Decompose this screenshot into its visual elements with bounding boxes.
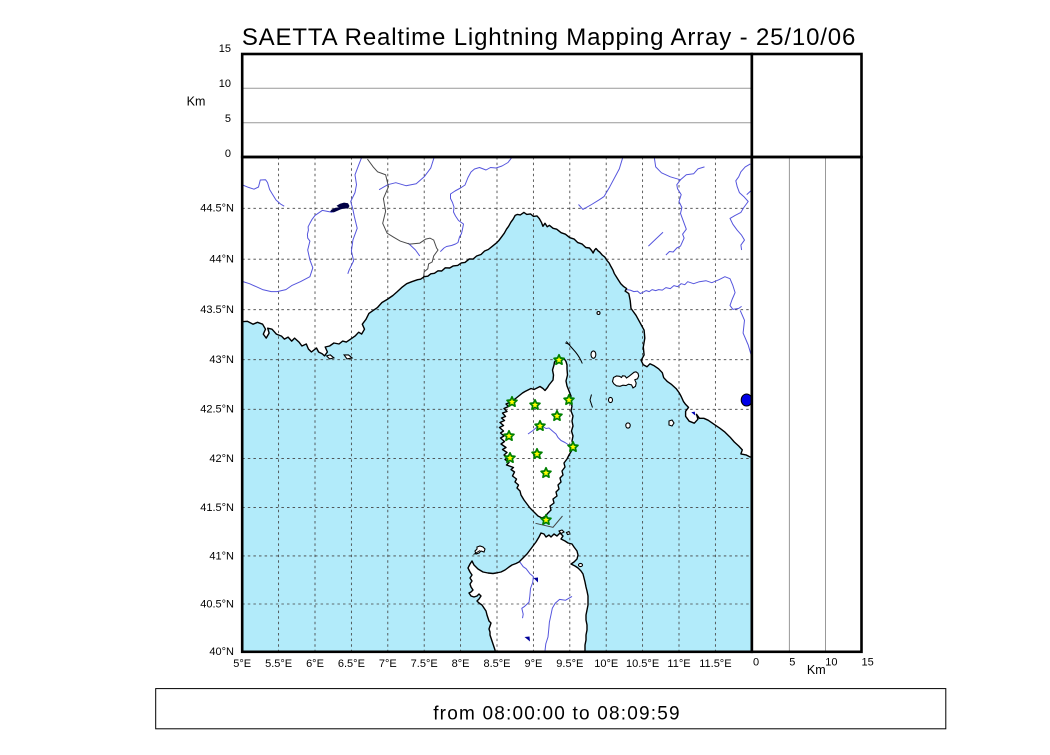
svg-text:44°N: 44°N	[209, 254, 234, 266]
svg-text:15: 15	[862, 657, 874, 669]
svg-text:5: 5	[225, 113, 231, 125]
svg-text:41.5°N: 41.5°N	[200, 502, 234, 514]
svg-text:SAETTA Realtime Lightning Mapp: SAETTA Realtime Lightning Mapping Array …	[242, 24, 856, 51]
svg-text:from 08:00:00 to 08:09:59: from 08:00:00 to 08:09:59	[433, 703, 681, 724]
svg-text:6.5°E: 6.5°E	[338, 658, 365, 670]
svg-text:5: 5	[789, 657, 795, 669]
svg-text:10: 10	[825, 657, 837, 669]
svg-text:40°N: 40°N	[209, 646, 234, 658]
svg-text:15: 15	[219, 43, 231, 55]
svg-text:8.5°E: 8.5°E	[483, 658, 510, 670]
svg-text:5°E: 5°E	[233, 658, 251, 670]
svg-text:10°E: 10°E	[594, 658, 618, 670]
svg-text:43.5°N: 43.5°N	[200, 304, 234, 316]
svg-text:10.5°E: 10.5°E	[626, 658, 659, 670]
svg-text:41°N: 41°N	[209, 550, 234, 562]
svg-text:40.5°N: 40.5°N	[200, 598, 234, 610]
svg-text:Km: Km	[807, 663, 826, 677]
svg-text:9.5°E: 9.5°E	[556, 658, 583, 670]
svg-text:42.5°N: 42.5°N	[200, 404, 234, 416]
svg-text:43°N: 43°N	[209, 354, 234, 366]
svg-text:7.5°E: 7.5°E	[411, 658, 438, 670]
svg-text:10: 10	[219, 78, 231, 90]
svg-text:0: 0	[753, 657, 759, 669]
svg-text:8°E: 8°E	[452, 658, 470, 670]
svg-text:11°E: 11°E	[667, 658, 690, 670]
svg-text:0: 0	[225, 148, 231, 160]
svg-text:5.5°E: 5.5°E	[265, 658, 292, 670]
svg-text:9°E: 9°E	[524, 658, 542, 670]
svg-text:44.5°N: 44.5°N	[200, 203, 234, 215]
svg-text:6°E: 6°E	[306, 658, 324, 670]
svg-text:Km: Km	[187, 95, 206, 109]
svg-text:7°E: 7°E	[379, 658, 397, 670]
svg-text:42°N: 42°N	[209, 453, 234, 465]
svg-text:11.5°E: 11.5°E	[699, 658, 731, 670]
